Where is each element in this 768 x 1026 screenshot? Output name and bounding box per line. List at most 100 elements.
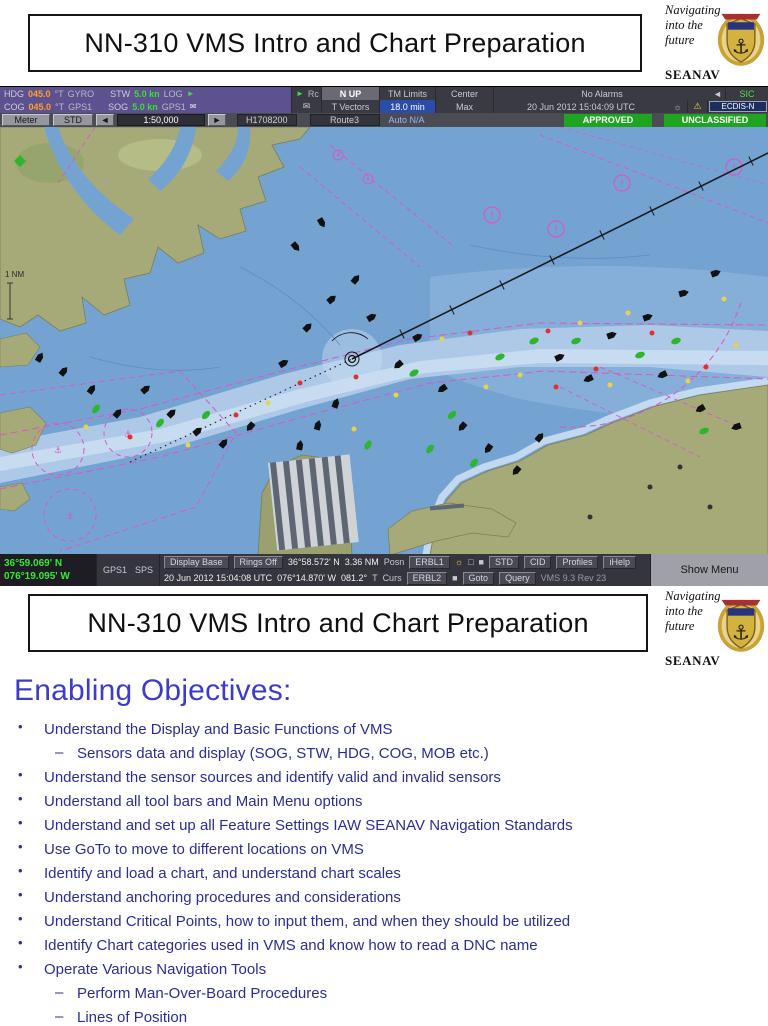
brightness-icon[interactable]: ☼ <box>668 100 688 113</box>
t-vectors-button[interactable]: T Vectors <box>322 100 380 113</box>
statusbar-row2: 20 Jun 2012 15:04:08 UTC 076°14.870' W 0… <box>160 570 650 586</box>
objective-text: Understand the sensor sources and identi… <box>44 769 501 786</box>
show-menu-button[interactable]: Show Menu <box>650 554 768 586</box>
scale-up-icon[interactable]: ► <box>208 114 226 126</box>
ais-targets <box>14 155 709 468</box>
exclaim-icon: ! <box>620 178 623 190</box>
sic-button[interactable]: SIC <box>739 88 755 99</box>
goto-button[interactable]: Goto <box>462 571 495 585</box>
cursor-range: 3.36 NM <box>344 557 379 567</box>
planned-route <box>129 152 768 463</box>
checkbox-filled-icon[interactable]: ■ <box>478 557 484 567</box>
slide1-title: NN-310 VMS Intro and Chart Preparation <box>84 27 586 58</box>
center-button[interactable]: Center <box>436 87 494 100</box>
route-selector[interactable]: Route3 <box>309 114 380 126</box>
tagline-line3: future <box>665 32 695 47</box>
cog-source: GPS1 <box>68 101 93 112</box>
statusbar-row1: Display Base Rings Off 36°58.572' N 3.36… <box>160 554 650 570</box>
auto-na-label[interactable]: Auto N/A <box>388 115 425 125</box>
anchor-symbol-icon: ⚓ <box>124 429 132 439</box>
meter-button[interactable]: Meter <box>2 114 50 126</box>
chart-id: H1708200 <box>237 114 297 126</box>
cursor-bearing: 081.2° <box>340 573 368 583</box>
objective-item: Understand the Display and Basic Functio… <box>0 718 768 738</box>
objective-text: Understand all tool bars and Main Menu o… <box>44 793 363 810</box>
ecdis-topbar-row2: COG 045.0 °T GPS1 SOG 5.0 kn GPS1 ✉ ✉ T … <box>0 100 768 113</box>
cursor-lat: 36°58.572' N <box>287 557 340 567</box>
day-night-icon[interactable]: ☼ <box>454 557 464 567</box>
objective-item: Operate Various Navigation Tools <box>0 958 768 978</box>
sog-label: SOG <box>108 101 129 112</box>
objective-text: Identify Chart categories used in VMS an… <box>44 937 538 954</box>
max-button[interactable]: Max <box>436 100 494 113</box>
tagline-line2: into the <box>665 17 703 32</box>
scale-down-icon[interactable]: ◄ <box>96 114 114 126</box>
query-button[interactable]: Query <box>499 571 536 585</box>
sps-mode-label: SPS <box>135 565 154 575</box>
curs-label: Curs <box>382 573 402 583</box>
vector-icon[interactable]: ► <box>186 89 195 98</box>
checkbox-filled-icon[interactable]: ■ <box>452 573 458 583</box>
vms-version: VMS 9.3 Rev 23 <box>540 573 607 583</box>
mail-icon[interactable]: ✉ <box>189 102 197 111</box>
objective-text: Sensors data and display (SOG, STW, HDG,… <box>77 745 489 762</box>
statusbar-main: Display Base Rings Off 36°58.572' N 3.36… <box>160 554 650 586</box>
tm-limits-button[interactable]: TM Limits <box>380 87 436 100</box>
crest-anchor-icon: ⚓ <box>732 37 750 59</box>
ihelp-button[interactable]: iHelp <box>603 555 636 569</box>
exclaim-icon: ! <box>490 210 493 222</box>
tagline-line2: into the <box>665 603 703 618</box>
slide1-header: NN-310 VMS Intro and Chart Preparation N… <box>0 0 768 86</box>
cog-label: COG <box>4 101 25 112</box>
alarm-status: No Alarms <box>581 88 623 99</box>
objective-text: Understand Critical Points, how to input… <box>44 913 571 930</box>
stw-value: 5.0 kn <box>134 88 160 99</box>
cursor-lon: 076°14.870' W <box>277 573 336 583</box>
alarm-icon[interactable]: ⚠ <box>688 100 708 113</box>
objective-subitem: Perform Man-Over-Board Procedures <box>0 984 768 1002</box>
objective-item: Understand and set up all Feature Settin… <box>0 814 768 834</box>
slide2: NN-310 VMS Intro and Chart Preparation N… <box>0 586 768 1026</box>
ecdis-topbar-row1: HDG 045.0 °T GYRO STW 5.0 kn LOG ► ► Rc … <box>0 87 768 100</box>
objective-text: Understand and set up all Feature Settin… <box>44 817 573 834</box>
tagline-line1: Navigating <box>665 3 721 17</box>
stw-label: STW <box>110 88 131 99</box>
ecdis-n-badge: ECDIS-N <box>709 101 767 112</box>
objective-text: Perform Man-Over-Board Procedures <box>77 985 328 1002</box>
status-datetime: 20 Jun 2012 15:04:08 UTC <box>164 573 273 583</box>
mail2-icon[interactable]: ✉ <box>292 100 322 113</box>
datetime-display: 20 Jun 2012 15:04:09 UTC <box>526 101 636 112</box>
std-display-button[interactable]: STD <box>488 555 519 569</box>
rc-label: Rc <box>307 88 319 99</box>
objectives-heading: Enabling Objectives: <box>14 674 292 707</box>
hdg-value: 045.0 <box>28 88 51 99</box>
stw-source: LOG <box>163 88 183 99</box>
logo-tagline: Navigating into the future <box>665 3 727 47</box>
gps-source-label: GPS1 <box>102 565 127 575</box>
erbl1-button[interactable]: ERBL1 <box>409 555 450 569</box>
objective-item: Identify and load a chart, and understan… <box>0 862 768 882</box>
std-button[interactable]: STD <box>53 114 93 126</box>
true-label: T <box>372 573 378 583</box>
position-source: GPS1 SPS <box>96 554 160 586</box>
erbl2-button[interactable]: ERBL2 <box>406 571 448 585</box>
objective-text: Understand the Display and Basic Functio… <box>44 721 393 738</box>
ownship-lon: 076°19.095' W <box>4 571 70 582</box>
chart-display[interactable]: ⚓ ⚓ ⚓ ! ! ! ! <box>0 127 768 555</box>
orientation-button[interactable]: N UP <box>322 87 380 100</box>
slide2-title-box: NN-310 VMS Intro and Chart Preparation <box>28 594 648 652</box>
checkbox-empty-icon[interactable]: □ <box>468 557 474 567</box>
t-vectors-value[interactable]: 18.0 min <box>380 100 436 113</box>
profiles-button[interactable]: Profiles <box>556 555 599 569</box>
buoy-marks <box>83 296 739 448</box>
posn-label: Posn <box>383 557 405 567</box>
display-base-button[interactable]: Display Base <box>164 555 229 569</box>
pier-terminal <box>268 454 359 551</box>
hdg-label: HDG <box>4 88 24 99</box>
logo-brand: SEANAV <box>665 653 721 668</box>
back-arrow-icon[interactable]: ◄ <box>710 87 726 100</box>
rings-button[interactable]: Rings Off <box>233 555 283 569</box>
caution-symbols: ! ! ! ! <box>332 149 743 238</box>
cid-button[interactable]: CID <box>523 555 552 569</box>
